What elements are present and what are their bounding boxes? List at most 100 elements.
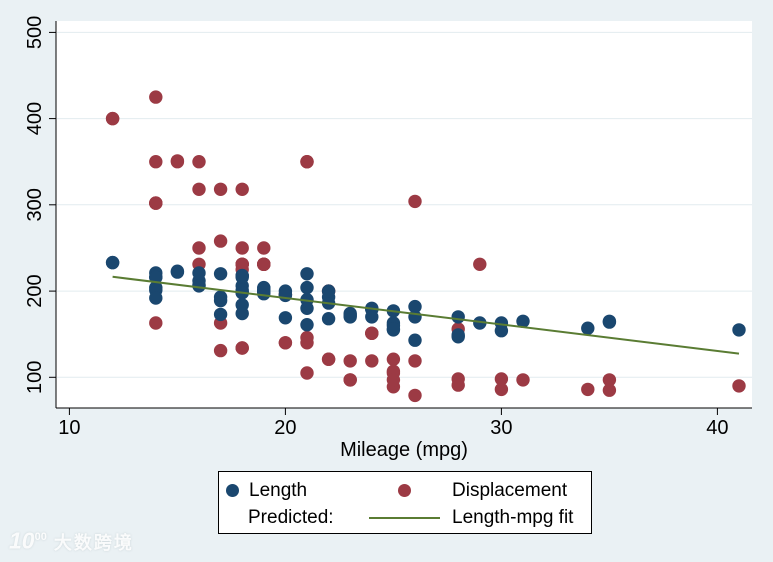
scatter-point — [235, 268, 249, 283]
y-tick-label: 400 — [24, 102, 46, 135]
scatter-point — [365, 310, 379, 324]
scatter-point — [581, 382, 595, 397]
scatter-point — [257, 281, 271, 296]
scatter-point — [473, 257, 487, 271]
scatter-point — [300, 330, 314, 345]
scatter-point — [451, 328, 465, 342]
scatter-point — [235, 298, 249, 312]
scatter-point — [192, 279, 206, 293]
scatter-point — [732, 379, 746, 393]
scatter-point — [278, 288, 293, 303]
scatter-point — [386, 373, 401, 387]
scatter-point — [235, 257, 249, 271]
scatter-point — [149, 155, 163, 169]
scatter-point — [321, 312, 336, 326]
scatter-point — [602, 383, 617, 397]
series-displacement — [105, 90, 746, 403]
watermark-logo: 1000 — [9, 527, 47, 554]
scatter-point — [300, 280, 314, 295]
scatter-point — [408, 388, 422, 403]
scatter-point — [300, 155, 314, 169]
scatter-point — [149, 291, 163, 305]
scatter-point — [105, 111, 120, 126]
plot-background — [56, 21, 752, 408]
scatter-point — [408, 299, 422, 314]
x-tick-label: 30 — [490, 417, 512, 439]
legend: Length Displacement Predicted: Length-mp… — [218, 471, 592, 534]
scatter-points — [105, 90, 746, 403]
scatter-point — [170, 264, 185, 278]
x-axis-title: Mileage (mpg) — [340, 439, 468, 461]
scatter-point — [300, 267, 314, 281]
scatter-point — [149, 316, 163, 330]
scatter-point — [602, 373, 617, 387]
scatter-point — [213, 290, 228, 304]
scatter-point — [386, 352, 401, 366]
scatter-point — [278, 336, 293, 350]
scatter-point — [494, 324, 509, 338]
watermark-logo-sup: 00 — [34, 531, 47, 543]
y-tick-label: 100 — [24, 361, 46, 394]
x-tick-label: 20 — [274, 417, 296, 439]
scatter-point — [149, 196, 163, 210]
scatter-point — [732, 323, 746, 337]
scatter-point — [473, 316, 487, 330]
scatter-point — [257, 241, 271, 255]
scatter-point — [365, 326, 379, 340]
scatter-point — [192, 266, 206, 280]
scatter-point — [235, 241, 249, 255]
scatter-point — [365, 354, 379, 368]
scatter-point — [213, 343, 228, 358]
x-tick-label: 40 — [706, 417, 728, 439]
legend-swatch-length — [226, 484, 239, 497]
scatter-point — [213, 182, 228, 196]
scatter-point — [602, 315, 617, 329]
scatter-point — [451, 378, 465, 392]
series-length — [105, 255, 746, 347]
scatter-point — [408, 354, 422, 368]
scatter-point — [278, 311, 293, 325]
fit-line — [112, 275, 740, 355]
scatter-point — [386, 322, 401, 336]
axis-ticks: 100 200 300 400 500 10 20 30 40 — [24, 16, 729, 439]
scatter-point — [192, 155, 206, 169]
scatter-point — [408, 194, 422, 209]
fit-line-group — [112, 275, 740, 355]
scatter-point — [494, 382, 509, 397]
scatter-point — [257, 257, 271, 271]
y-tick-label: 300 — [24, 188, 46, 221]
scatter-point — [343, 308, 357, 322]
scatter-point — [300, 366, 314, 380]
scatter-point — [105, 255, 120, 270]
legend-swatch-displacement — [398, 484, 411, 497]
y-tick-label: 500 — [24, 16, 46, 49]
legend-label-predicted: Predicted: — [248, 507, 334, 528]
scatter-point — [235, 182, 249, 196]
scatter-point — [300, 318, 314, 332]
scatter-point — [516, 314, 530, 328]
scatter-point — [408, 333, 422, 347]
scatter-point — [494, 372, 509, 386]
y-tick-label: 200 — [24, 274, 46, 307]
scatter-point — [451, 310, 465, 324]
watermark-brand-text: 大数跨境 — [53, 532, 134, 553]
scatter-point — [149, 90, 163, 104]
x-tick-label: 10 — [58, 417, 80, 439]
scatter-point — [213, 267, 228, 281]
legend-swatch-fit-line — [369, 517, 440, 519]
gridlines — [57, 31, 752, 378]
scatter-point — [343, 373, 357, 387]
scatter-point — [213, 307, 228, 322]
scatter-point — [149, 270, 163, 284]
legend-label-length: Length — [249, 480, 308, 501]
scatter-point — [516, 373, 530, 387]
legend-label-displacement: Displacement — [452, 480, 568, 501]
scatter-point — [321, 284, 336, 298]
legend-label-fit: Length-mpg fit — [452, 507, 574, 528]
scatter-point — [235, 341, 249, 355]
scatter-point — [170, 154, 185, 168]
scatter-point — [343, 354, 357, 368]
scatter-point — [192, 182, 206, 196]
